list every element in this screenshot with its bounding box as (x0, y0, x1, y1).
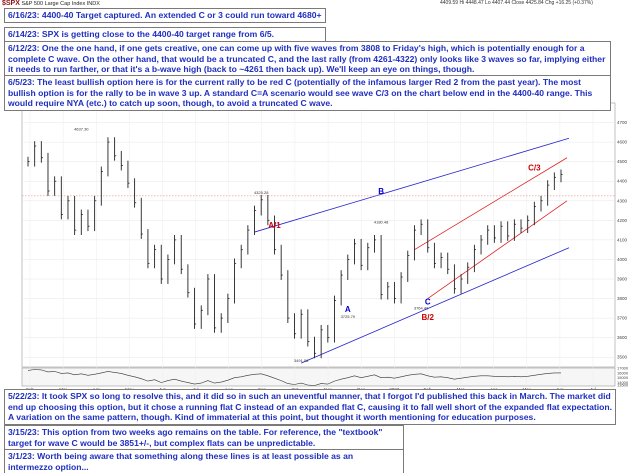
aux-series-line (27, 369, 561, 386)
wave-label: A (345, 305, 351, 314)
point-value-label: 4325.28 (254, 190, 269, 195)
y-tick-label: 4300 (617, 198, 628, 203)
wave-label: A/1 (268, 221, 281, 230)
point-value-label: 3491.58 (294, 358, 309, 363)
point-value-label: 3764.49 (414, 305, 429, 310)
aux-tick-label: 14000 (617, 380, 629, 385)
note-6-16-23: 6/16/23: 4400-40 Target captured. An ext… (4, 8, 326, 23)
lower-red-channel (427, 200, 568, 299)
y-tick-label: 4600 (617, 140, 628, 145)
wave-label: C/3 (528, 163, 541, 172)
y-tick-label: 4700 (617, 120, 628, 125)
note-6-5-23: 6/5/23: The least bullish option here is… (4, 75, 611, 111)
symbol: $SPX (2, 0, 20, 7)
exchange: INDX (86, 1, 100, 7)
aux-tick-label: 15000 (617, 375, 629, 380)
note-5-22-23: 5/22/23: It took SPX so long to resolve … (4, 389, 616, 425)
y-tick-label: 3500 (617, 355, 628, 360)
wave-label: B (378, 187, 384, 196)
y-tick-label: 4000 (617, 257, 628, 262)
note-3-15-23: 3/15/23: This option from two weeks ago … (4, 425, 404, 451)
note-3-1-23: 3/1/23: Worth being aware that something… (4, 449, 404, 473)
y-tick-label: 3600 (617, 335, 628, 340)
note-6-12-23: 6/12/23: One the one hand, if one gets c… (4, 41, 611, 77)
index-name: S&P 500 Large Cap Index (21, 1, 86, 7)
y-tick-label: 3900 (617, 277, 628, 282)
aux-panel (21, 367, 616, 387)
y-tick-label: 3800 (617, 296, 628, 301)
note-6-14-23: 6/14/23: SPX is getting close to the 440… (4, 27, 326, 42)
point-value-label: 4180.48 (374, 219, 389, 224)
aux-tick-label: 13500 (617, 383, 629, 388)
aux-tick-label: 17000 (617, 366, 629, 371)
point-value-label: 3725.79 (341, 314, 356, 319)
wave-label: B/2 (422, 313, 435, 322)
upper-blue-channel (254, 137, 570, 233)
plot-area (21, 102, 616, 368)
chart-header: $SPX S&P 500 Large Cap Index INDX (2, 0, 100, 7)
point-value-label: 4637.30 (74, 126, 89, 131)
quote-stats: 4409.59 Hi 4448.47 Lo 4407.44 Close 4425… (440, 0, 593, 6)
aux-tick-label: 16000 (617, 370, 629, 375)
y-tick-label: 4100 (617, 237, 628, 242)
y-tick-label: 4500 (617, 159, 628, 164)
y-tick-label: 4400 (617, 179, 628, 184)
y-tick-label: 4200 (617, 218, 628, 223)
wave-label: C (425, 297, 431, 306)
upper-red-channel (414, 157, 568, 251)
y-tick-label: 3700 (617, 316, 628, 321)
lower-blue-channel (301, 247, 570, 364)
